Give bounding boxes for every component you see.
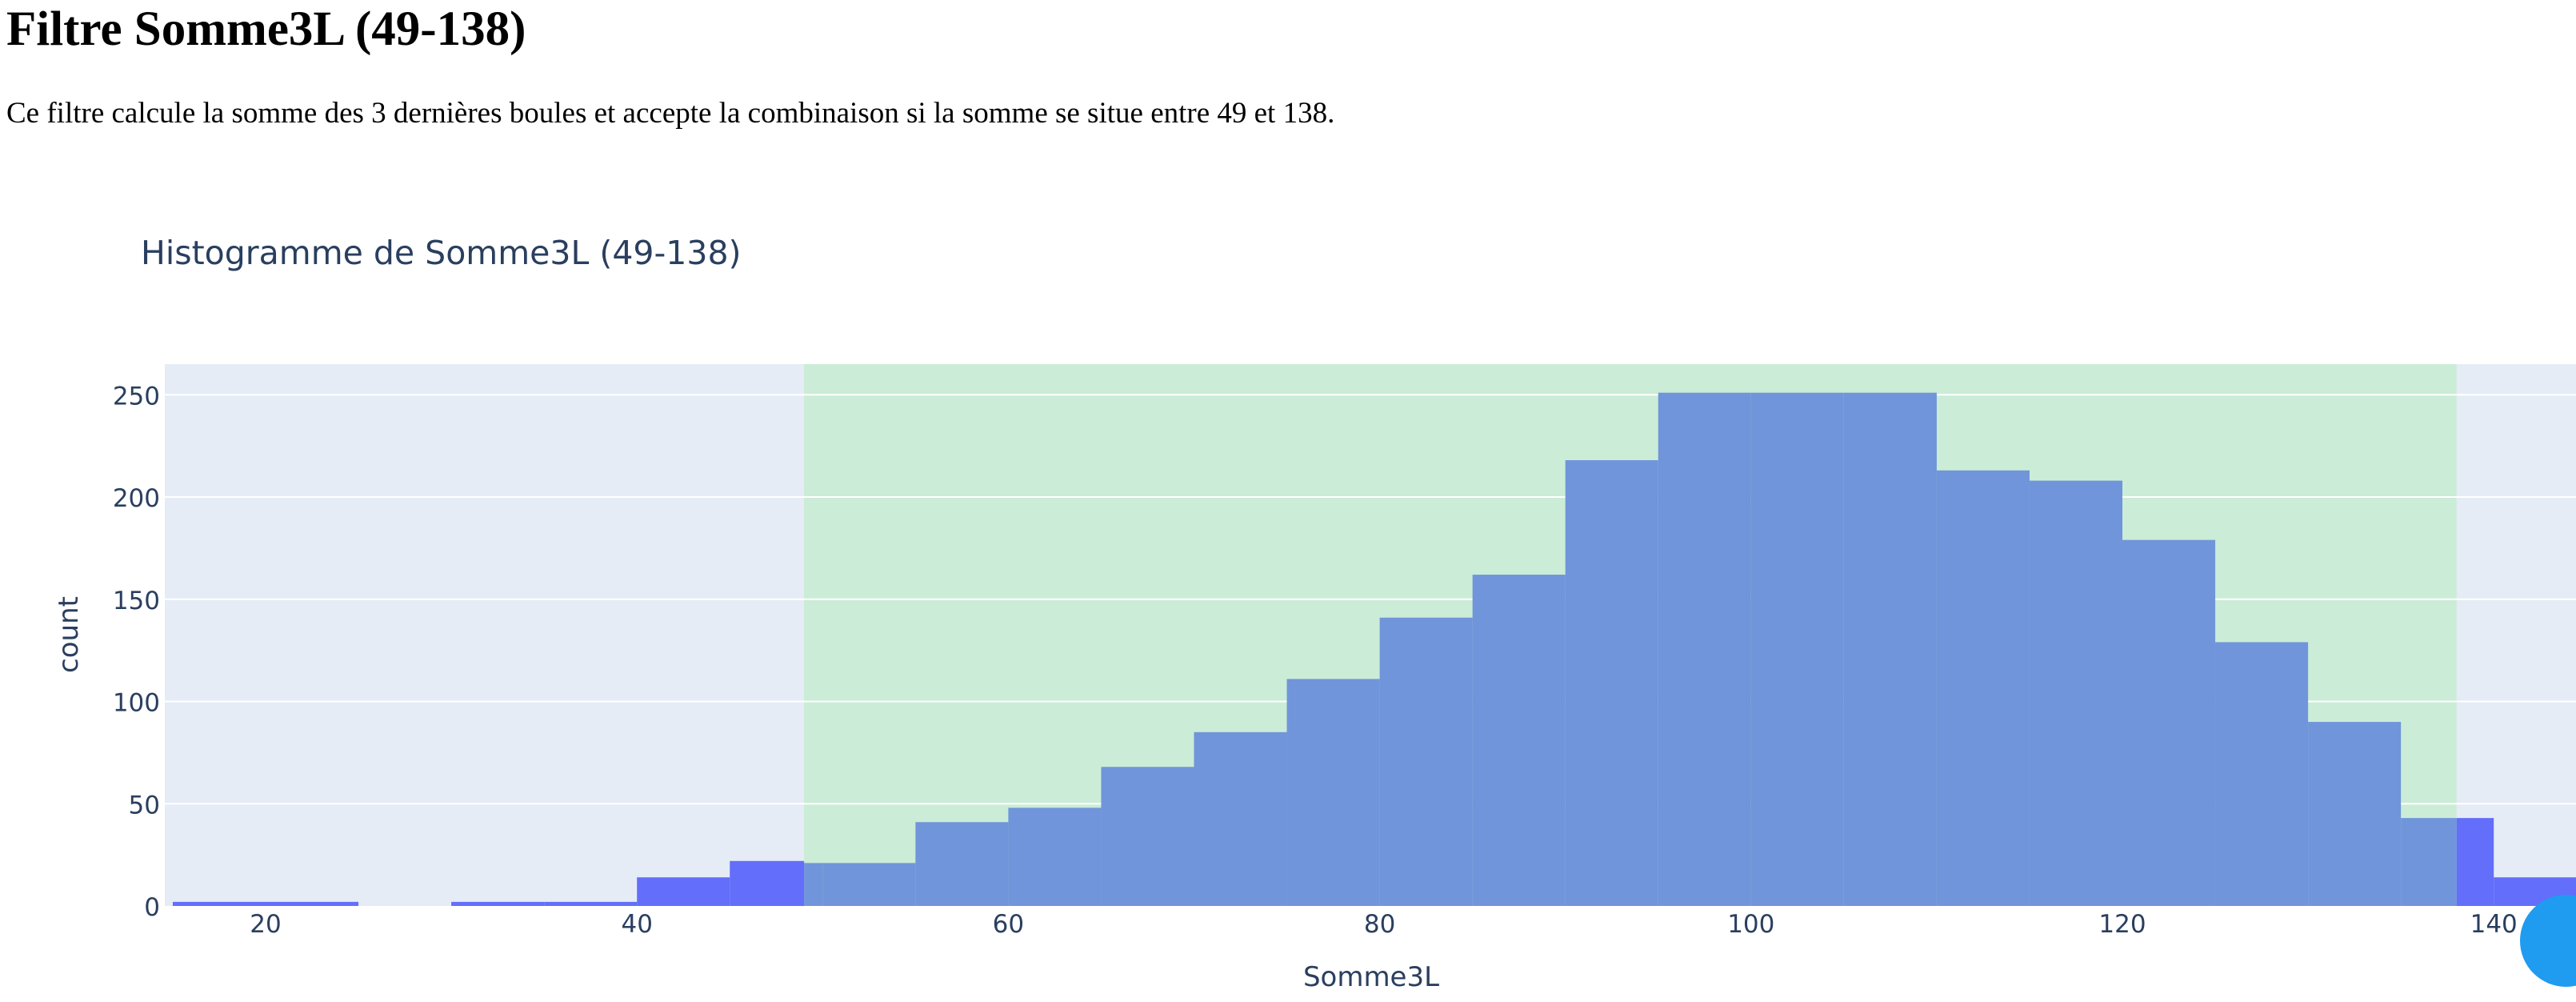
x-tick-label: 140 xyxy=(2470,910,2518,939)
histogram-bar[interactable] xyxy=(1379,617,1473,906)
x-tick-label: 120 xyxy=(2098,910,2146,939)
histogram-bar[interactable] xyxy=(544,901,638,906)
histogram-bar[interactable] xyxy=(1565,460,1658,906)
page-description: Ce filtre calcule la somme des 3 dernièr… xyxy=(6,97,1335,130)
histogram-bar[interactable] xyxy=(637,877,730,906)
histogram-bar[interactable] xyxy=(2215,642,2309,906)
y-tick-label: 50 xyxy=(129,791,160,820)
histogram-bar[interactable] xyxy=(1286,679,1380,906)
y-axis-label: count xyxy=(53,596,85,673)
histogram-bar[interactable] xyxy=(822,863,916,906)
histogram-bar[interactable] xyxy=(1936,470,2030,906)
histogram-bar[interactable] xyxy=(2308,722,2402,906)
histogram-bar[interactable] xyxy=(1101,767,1194,906)
histogram-bar[interactable] xyxy=(1472,575,1566,906)
histogram-bar[interactable] xyxy=(2401,818,2457,906)
page-title: Filtre Somme3L (49-138) xyxy=(6,2,526,56)
x-axis-label: Somme3L xyxy=(1303,961,1439,993)
x-tick-label: 60 xyxy=(993,910,1024,939)
histogram-bar[interactable] xyxy=(730,860,805,906)
histogram-bar[interactable] xyxy=(2456,818,2494,906)
histogram-bar[interactable] xyxy=(2029,480,2122,906)
x-tick-label: 100 xyxy=(1727,910,1774,939)
histogram-bar[interactable] xyxy=(451,901,545,906)
y-tick-label: 150 xyxy=(113,587,160,615)
y-tick-label: 200 xyxy=(113,484,160,513)
chart-title: Histogramme de Somme3L (49-138) xyxy=(141,234,742,272)
histogram-bar[interactable] xyxy=(266,901,359,906)
histogram-bar[interactable] xyxy=(1008,808,1102,906)
histogram-bar[interactable] xyxy=(1843,392,1937,906)
histogram-bar[interactable] xyxy=(1194,731,1287,906)
histogram-bar[interactable] xyxy=(1658,392,1751,906)
x-tick-label: 80 xyxy=(1364,910,1395,939)
histogram-bar[interactable] xyxy=(172,901,266,906)
y-tick-label: 250 xyxy=(113,382,160,411)
histogram-bar[interactable] xyxy=(804,863,823,906)
y-tick-label: 100 xyxy=(113,689,160,718)
histogram-bar[interactable] xyxy=(1750,392,1844,906)
histogram-bar[interactable] xyxy=(2122,539,2216,906)
y-tick-label: 0 xyxy=(144,893,160,922)
x-tick-label: 40 xyxy=(621,910,652,939)
x-tick-label: 20 xyxy=(250,910,281,939)
histogram-bar[interactable] xyxy=(915,822,1009,906)
